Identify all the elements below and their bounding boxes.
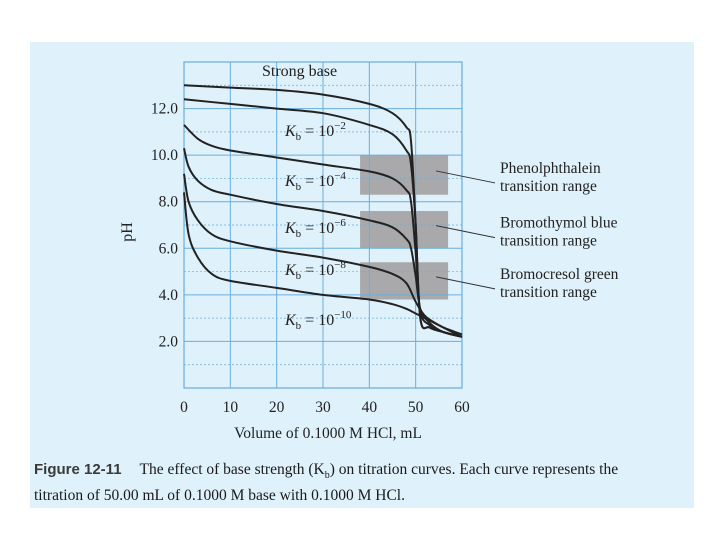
x-tick-label: 40 [362,399,378,416]
x-tick-label: 30 [315,399,331,416]
transition-bands [360,155,449,300]
y-tick-label: 2.0 [159,333,179,350]
band-label-3-line-1: Bromocresol green [500,266,619,283]
x-tick-label: 0 [180,399,188,416]
curve-kb-4 [183,173,463,338]
curve-label-1: Strong base [262,63,337,80]
curve-kb-5 [183,192,463,336]
band-leader-line-1 [436,170,496,184]
band-label-1-line-2: transition range [500,178,597,195]
y-tick-label: 10.0 [151,147,178,164]
grid [183,61,463,389]
y-tick-label: 4.0 [159,287,179,304]
curve-label-3: Kb = 10−4 [284,170,346,193]
y-tick-label: 8.0 [159,194,179,211]
y-axis-label: pH [119,222,136,242]
figure-caption: Figure 12-11 The effect of base strength … [34,460,694,506]
caption-text-start: The effect of base strength (K [139,461,325,478]
y-tick-label: 12.0 [151,101,178,118]
x-tick-label: 10 [223,399,239,416]
band-label-1-line-1: Phenolphthalein [500,160,601,177]
curve-label-2: Kb = 10−2 [284,120,346,143]
band-label-2-line-1: Bromothymol blue [500,215,618,232]
curves [183,84,463,338]
transition-band-2 [360,211,449,249]
caption-subscript: b [324,470,330,482]
curve-kb-1 [183,98,463,338]
band-leader-line-2 [436,225,496,239]
x-tick-label: 50 [408,399,424,416]
band-label-2-line-2: transition range [500,233,597,250]
x-tick-label: 20 [269,399,285,416]
tick-labels: 0 10 20 30 40 50 60 2.0 4.0 6.0 8.0 10.0 12.0 [151,101,470,416]
x-axis-label: Volume of 0.1000 M HCl, mL [234,425,422,442]
y-tick-label: 6.0 [159,240,179,257]
curve-label-5: Kb = 10−8 [284,259,346,282]
band-label-3-line-2: transition range [500,284,597,301]
band-leader-line-3 [436,276,496,290]
caption-line-2: titration of 50.00 mL of 0.1000 M base w… [34,487,405,505]
curve-label-6: Kb = 10−10 [284,309,352,332]
caption-text-end: ) on titration curves. Each curve repres… [329,461,619,478]
figure-label: Figure 12-11 [34,461,122,478]
curve-kb-2 [183,124,463,338]
plot-frame [183,61,463,389]
curve-label-4: Kb = 10−6 [284,217,346,240]
x-tick-label: 60 [454,399,470,416]
